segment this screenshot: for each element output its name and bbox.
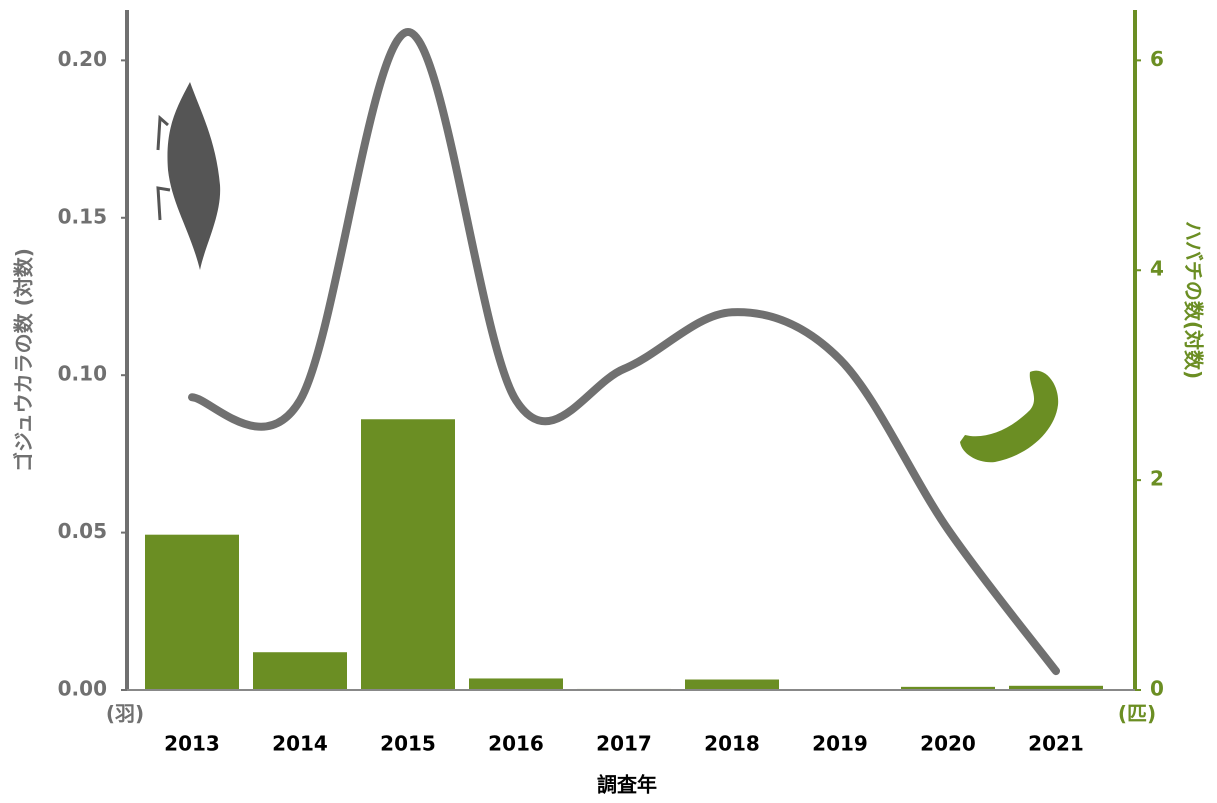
x-tick-label: 2013 xyxy=(164,732,220,756)
y2-tick-label: 4 xyxy=(1150,257,1164,281)
bar xyxy=(253,652,347,690)
y-axis-title: ゴジュウカラの数 (対数) xyxy=(12,248,36,472)
y2-axis-title: ハバチの数(対数) xyxy=(1182,221,1206,379)
y-tick-label: 0.15 xyxy=(58,204,107,228)
bar xyxy=(469,678,563,690)
larva-icon xyxy=(960,370,1059,463)
x-tick-label: 2018 xyxy=(704,732,760,756)
x-tick-label: 2021 xyxy=(1028,732,1084,756)
y2-tick-label: 2 xyxy=(1150,467,1164,491)
y2-tick-label: 6 xyxy=(1150,47,1164,71)
x-axis-title: 調査年 xyxy=(597,773,657,797)
bar xyxy=(1009,685,1103,690)
y2-tick-label: 0 xyxy=(1150,677,1164,701)
y-unit: (羽) xyxy=(106,702,144,726)
bird-legs xyxy=(156,114,171,221)
y-tick-label: 0.20 xyxy=(58,47,107,71)
x-tick-label: 2019 xyxy=(812,732,868,756)
x-tick-label: 2014 xyxy=(272,732,328,756)
y-tick-label: 0.10 xyxy=(58,362,107,386)
x-tick-label: 2016 xyxy=(488,732,544,756)
x-tick-label: 2015 xyxy=(380,732,436,756)
bar xyxy=(901,686,995,690)
y-tick-label: 0.00 xyxy=(58,677,107,701)
y2-unit: (匹) xyxy=(1118,702,1156,726)
bar xyxy=(685,679,779,690)
bar xyxy=(145,534,239,690)
y-tick-label: 0.05 xyxy=(58,519,107,543)
bird-icon xyxy=(167,82,221,270)
x-tick-label: 2017 xyxy=(596,732,652,756)
x-tick-label: 2020 xyxy=(920,732,976,756)
line xyxy=(188,28,1060,676)
bar xyxy=(361,419,455,690)
